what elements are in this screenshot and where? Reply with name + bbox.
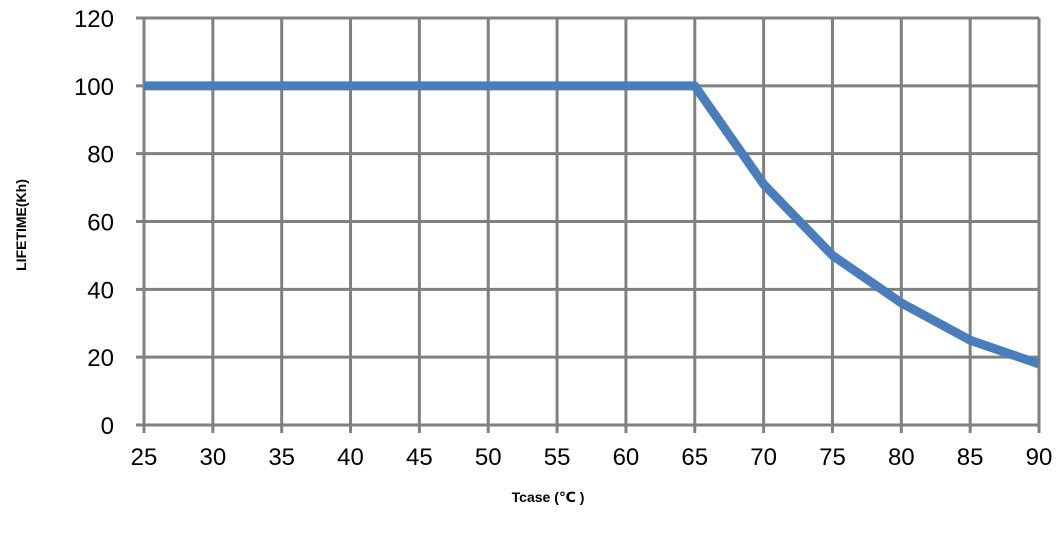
y-tick-label: 100 <box>74 74 114 101</box>
y-tick-label: 40 <box>87 277 114 304</box>
y-tick-label: 80 <box>87 142 114 169</box>
tick-labels: 25 30 35 40 45 50 55 60 65 70 75 80 85 90 0 20 40 60 80 100… <box>74 6 1052 471</box>
y-tick-label: 60 <box>87 210 114 237</box>
x-tick-label: 55 <box>544 444 571 471</box>
x-tick-label: 30 <box>199 444 226 471</box>
x-axis-title: Tcase (℃ ) <box>512 489 585 505</box>
x-tick-label: 35 <box>268 444 295 471</box>
y-axis-title: LIFETIME(Kh) <box>13 179 29 271</box>
x-tick-label: 75 <box>819 444 846 471</box>
series-layer <box>143 81 1041 369</box>
x-tick-label: 50 <box>475 444 502 471</box>
x-tick-label: 40 <box>337 444 364 471</box>
y-tick-label: 120 <box>74 6 114 33</box>
lifetime-series-line <box>144 81 1041 369</box>
x-tick-label: 80 <box>888 444 915 471</box>
y-tick-label: 20 <box>87 345 114 372</box>
x-tick-label: 70 <box>750 444 777 471</box>
x-tick-label: 60 <box>613 444 640 471</box>
x-tick-label: 65 <box>681 444 708 471</box>
x-tick-label: 90 <box>1026 444 1053 471</box>
x-tick-label: 85 <box>957 444 984 471</box>
grid <box>136 16 1041 433</box>
y-tick-label: 0 <box>101 413 114 440</box>
x-tick-label: 45 <box>406 444 433 471</box>
x-tick-label: 25 <box>131 444 158 471</box>
